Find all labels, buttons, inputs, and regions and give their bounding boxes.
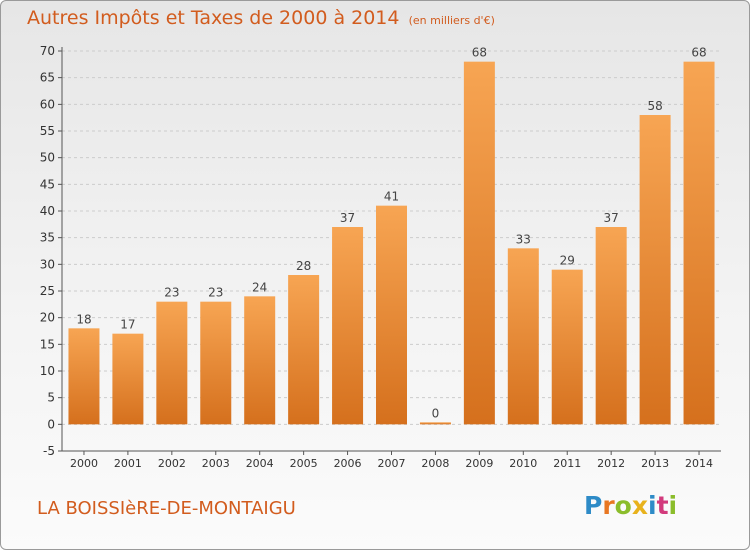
bar-2000 (68, 328, 100, 425)
logo-letter: x (631, 491, 648, 520)
bar-2005 (288, 275, 320, 425)
data-label: 24 (252, 280, 267, 294)
y-tick-label: -5 (43, 444, 55, 458)
bar-2003 (200, 301, 232, 425)
data-label: 41 (384, 190, 399, 204)
x-tick-label: 2005 (290, 457, 318, 470)
data-label: 18 (76, 312, 91, 326)
data-label: 37 (604, 211, 619, 225)
y-tick-label: 70 (40, 44, 55, 58)
x-tick-label: 2002 (158, 457, 186, 470)
logo-letter: o (614, 491, 632, 520)
y-tick-label: 20 (40, 311, 55, 325)
data-label: 68 (691, 46, 706, 60)
logo-letter: r (602, 491, 615, 520)
logo-letter: t (656, 491, 669, 520)
bar-2010 (507, 248, 539, 425)
logo-letter: i (648, 491, 657, 520)
x-tick-label: 2008 (421, 457, 449, 470)
x-tick-label: 2006 (334, 457, 362, 470)
y-tick-label: 65 (40, 71, 55, 85)
bar-2002 (156, 301, 188, 425)
y-tick-label: 30 (40, 257, 55, 271)
x-tick-label: 2003 (202, 457, 230, 470)
data-label: 58 (647, 99, 662, 113)
data-label: 28 (296, 259, 311, 273)
x-tick-label: 2004 (246, 457, 274, 470)
y-tick-label: 60 (40, 97, 55, 111)
y-tick-label: 45 (40, 177, 55, 191)
y-tick-label: 5 (47, 391, 55, 405)
data-label: 68 (472, 46, 487, 60)
data-label: 29 (560, 254, 575, 268)
data-label: 37 (340, 211, 355, 225)
y-tick-label: 40 (40, 204, 55, 218)
bar-2011 (551, 269, 583, 425)
x-tick-label: 2011 (553, 457, 581, 470)
x-tick-label: 2009 (465, 457, 493, 470)
bar-2007 (376, 205, 407, 425)
bar-2013 (639, 115, 671, 425)
logo-letter: i (668, 491, 678, 520)
chart-title: Autres Impôts et Taxes de 2000 à 2014 (e… (27, 7, 495, 29)
y-tick-label: 50 (40, 151, 55, 165)
data-label: 23 (208, 286, 223, 300)
x-tick-label: 2001 (114, 457, 142, 470)
x-tick-label: 2010 (509, 457, 537, 470)
data-label: 0 (432, 406, 440, 420)
place-name: LA BOISSIèRE-DE-MONTAIGU (37, 498, 296, 519)
data-label: 33 (516, 232, 531, 246)
bar-2008 (419, 422, 451, 425)
bar-2009 (463, 61, 495, 425)
chart-title-text: Autres Impôts et Taxes de 2000 à 2014 (27, 7, 400, 29)
bar-2006 (332, 227, 364, 425)
data-label: 17 (120, 318, 135, 332)
y-tick-label: 15 (40, 337, 55, 351)
x-tick-label: 2000 (70, 457, 98, 470)
bar-2014 (683, 61, 715, 425)
proxiti-logo: Proxiti (584, 491, 677, 520)
x-tick-label: 2012 (597, 457, 625, 470)
y-tick-label: 10 (40, 364, 55, 378)
x-tick-label: 2007 (378, 457, 406, 470)
x-tick-label: 2014 (685, 457, 713, 470)
bar-2012 (595, 227, 627, 425)
logo-letter: P (584, 491, 603, 520)
data-label: 23 (164, 286, 179, 300)
y-tick-label: 35 (40, 231, 55, 245)
y-tick-label: 0 (47, 417, 55, 431)
bar-2004 (244, 296, 276, 425)
y-tick-label: 55 (40, 124, 55, 138)
chart-unit-label: (en milliers d'€) (408, 14, 495, 27)
y-tick-label: 25 (40, 284, 55, 298)
x-tick-label: 2013 (641, 457, 669, 470)
bar-2001 (112, 333, 144, 425)
